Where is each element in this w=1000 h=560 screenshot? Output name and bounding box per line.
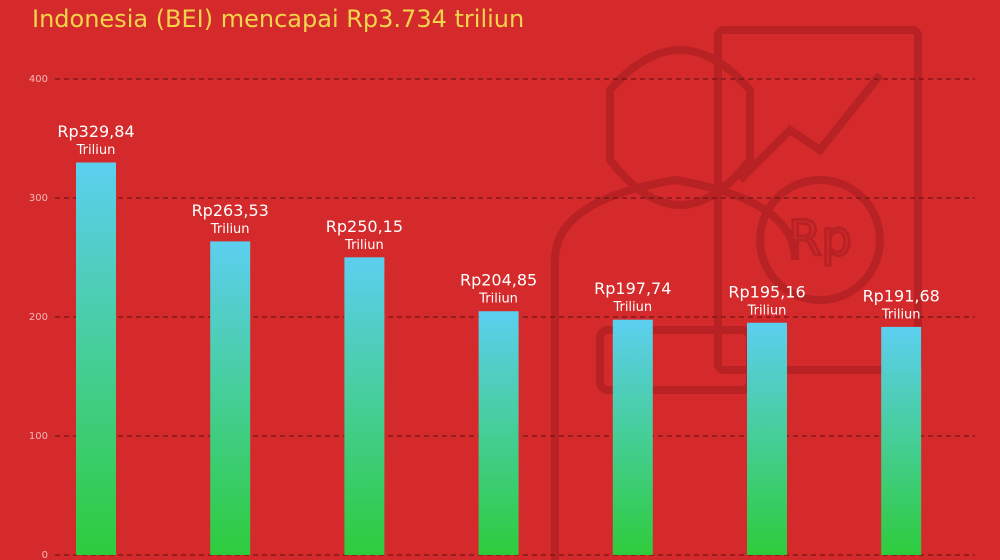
value-unit: Triliun: [747, 303, 787, 318]
value-label: Rp191,68: [863, 286, 940, 305]
y-tick-label: 300: [29, 193, 48, 204]
bar: [478, 311, 519, 555]
bar: [344, 257, 385, 555]
value-unit: Triliun: [612, 300, 652, 315]
y-tick-label: 100: [29, 431, 48, 442]
value-label: Rp329,84: [57, 122, 134, 141]
value-label: Rp195,16: [728, 282, 805, 301]
y-tick-label: 0: [42, 550, 48, 560]
y-tick-label: 400: [29, 74, 48, 85]
background-illustration: Rp: [551, 26, 922, 560]
value-unit: Triliun: [344, 238, 384, 253]
chart-title: Indonesia (BEI) mencapai Rp3.734 triliun: [32, 5, 524, 33]
value-unit: Triliun: [76, 143, 116, 158]
bar: [881, 326, 922, 555]
value-unit: Triliun: [210, 222, 250, 237]
value-unit: Triliun: [881, 307, 921, 322]
value-label: Rp204,85: [460, 271, 537, 290]
y-tick-label: 200: [29, 312, 48, 323]
value-label: Rp263,53: [192, 201, 269, 220]
value-label: Rp197,74: [594, 279, 671, 298]
bar: [612, 319, 653, 555]
bar: [210, 241, 251, 556]
value-label: Rp250,15: [326, 217, 403, 236]
bar: [76, 162, 116, 555]
value-unit: Triliun: [478, 292, 518, 307]
bar: [747, 322, 787, 555]
